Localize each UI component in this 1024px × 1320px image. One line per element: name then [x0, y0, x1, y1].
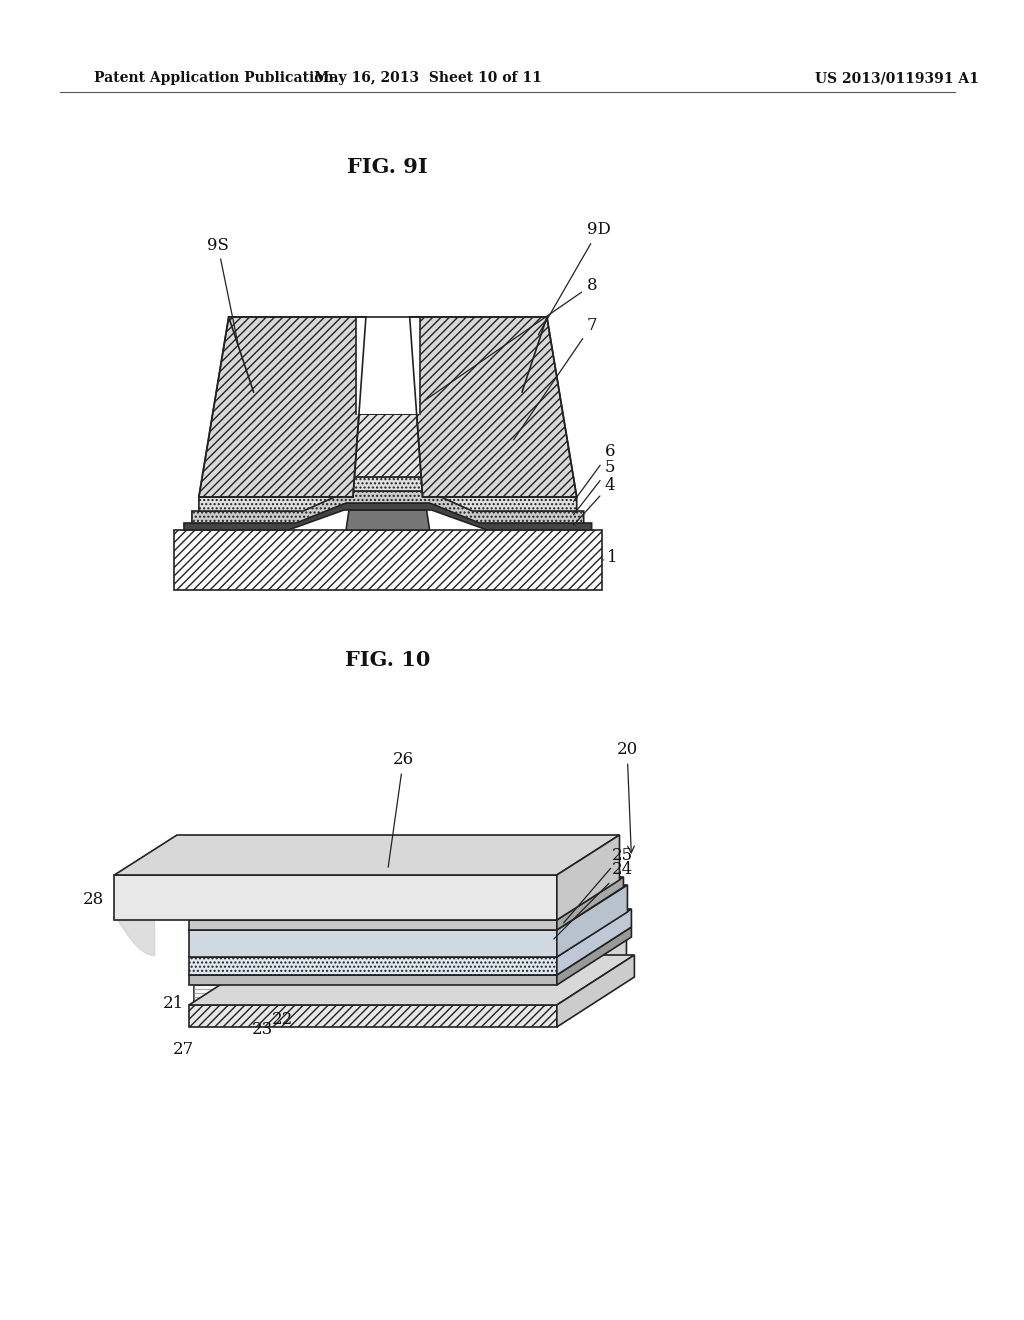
Polygon shape: [557, 954, 635, 1027]
Polygon shape: [115, 836, 620, 875]
Polygon shape: [199, 317, 366, 498]
Polygon shape: [189, 884, 628, 931]
Polygon shape: [557, 909, 632, 975]
Polygon shape: [552, 937, 627, 1005]
Text: 20: 20: [616, 742, 638, 853]
Text: 23: 23: [252, 1022, 273, 1039]
Text: 4: 4: [573, 477, 615, 525]
Polygon shape: [557, 876, 624, 931]
Polygon shape: [410, 317, 577, 498]
Text: 28: 28: [83, 891, 104, 908]
Polygon shape: [189, 954, 635, 1005]
Text: 9S: 9S: [207, 236, 239, 345]
Text: 9D: 9D: [539, 222, 610, 334]
Text: 8: 8: [425, 276, 597, 400]
Text: 26: 26: [388, 751, 414, 867]
Text: FIG. 9I: FIG. 9I: [347, 157, 428, 177]
Polygon shape: [115, 875, 557, 920]
Text: 22: 22: [272, 1011, 293, 1028]
Polygon shape: [557, 836, 620, 920]
Text: 7: 7: [514, 317, 597, 440]
Polygon shape: [194, 985, 552, 1005]
Text: 21: 21: [163, 994, 184, 1011]
Polygon shape: [189, 957, 557, 975]
Text: 6: 6: [573, 444, 615, 502]
Text: Patent Application Publication: Patent Application Publication: [94, 71, 334, 84]
Text: 1: 1: [603, 549, 617, 565]
Polygon shape: [189, 909, 632, 957]
Text: 25: 25: [563, 846, 633, 923]
Text: US 2013/0119391 A1: US 2013/0119391 A1: [815, 71, 979, 84]
Polygon shape: [199, 392, 577, 498]
Polygon shape: [557, 884, 628, 957]
Polygon shape: [346, 510, 429, 531]
Text: 5: 5: [573, 459, 615, 515]
Polygon shape: [358, 392, 418, 414]
Polygon shape: [189, 927, 632, 975]
Text: FIG. 10: FIG. 10: [345, 649, 430, 671]
Text: 27: 27: [173, 1041, 194, 1059]
Polygon shape: [174, 531, 601, 590]
Polygon shape: [199, 477, 577, 511]
Polygon shape: [189, 876, 624, 920]
Polygon shape: [189, 975, 557, 985]
Polygon shape: [191, 491, 584, 523]
Polygon shape: [194, 937, 627, 985]
Text: May 16, 2013  Sheet 10 of 11: May 16, 2013 Sheet 10 of 11: [313, 71, 542, 84]
Polygon shape: [189, 931, 557, 957]
Text: 24: 24: [554, 862, 633, 939]
Polygon shape: [189, 920, 557, 931]
Polygon shape: [189, 1005, 557, 1027]
Polygon shape: [184, 503, 592, 531]
Polygon shape: [356, 317, 420, 414]
Polygon shape: [557, 927, 632, 985]
